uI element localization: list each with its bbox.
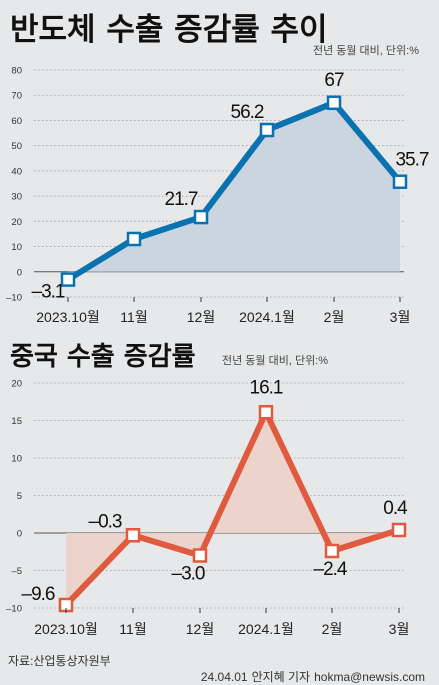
chart2-data-label: –2.4 — [314, 559, 348, 580]
chart1-plot: –10 0 10 20 30 40 50 60 70 80 –3.1 21.7 56.2 67 35.7 20… — [6, 66, 430, 326]
chart2-y-tick-label: 10 — [11, 454, 22, 465]
chart1-x-tick-label: 2023.10월 — [36, 309, 100, 325]
chart1-data-label: 67 — [324, 70, 344, 91]
chart1-data-label: 21.7 — [165, 189, 198, 210]
chart2-data-label: 0.4 — [383, 498, 408, 519]
chart1-series-line — [66, 99, 403, 283]
chart1-y-tick-label: 10 — [11, 242, 22, 253]
credit-author: 안지혜 기자 — [251, 670, 311, 684]
chart1-y-tick-label: 40 — [11, 166, 22, 177]
chart1-y-tick-label: 20 — [11, 217, 22, 228]
chart2-data-label: –3.0 — [172, 564, 205, 585]
chart1-title: 반도체 수출 증감률 추이 — [10, 12, 328, 48]
chart2-y-tick-label: –5 — [11, 566, 22, 577]
chart1-x-tick-label: 11월 — [120, 309, 147, 325]
source-note: 자료:산업통상자원부 — [8, 654, 111, 668]
chart2-y-tick-label: 20 — [11, 379, 22, 390]
chart2-data-label: –9.6 — [22, 584, 55, 605]
chart2-series-line — [63, 405, 400, 608]
chart2-x-tick-label: 11월 — [119, 621, 146, 637]
chart2-x-tick-label: 2023.10월 — [34, 621, 98, 637]
chart1-x-tick-label: 3월 — [390, 309, 411, 325]
chart1-y-tick-label: –10 — [6, 293, 22, 304]
chart1-point-marker — [326, 95, 342, 111]
chart1-point-marker — [193, 209, 209, 225]
chart2-data-label: 16.1 — [250, 377, 283, 398]
chart2-data-label: –0.3 — [89, 511, 122, 532]
chart2-y-tick-label: 5 — [17, 491, 22, 502]
chart1-point-marker — [392, 174, 408, 189]
chart2-title: 중국 수출 증감률 — [10, 342, 196, 372]
chart2-point-marker — [125, 528, 141, 543]
chart2-x-tick-label: 3월 — [389, 621, 410, 637]
chart2-x-tick-label: 12월 — [186, 621, 214, 637]
chart1-y-tick-label: 0 — [17, 267, 22, 278]
chart2-y-tick-label: 15 — [11, 416, 22, 427]
chart1-y-tick-label: 30 — [11, 192, 22, 203]
chart1-x-tick-label: 12월 — [187, 309, 215, 325]
chart1-point-marker — [126, 231, 142, 247]
chart1-y-tick-label: 50 — [11, 141, 22, 152]
chart1-point-marker — [259, 122, 275, 138]
chart1-x-tick-label: 2024.1월 — [239, 309, 295, 325]
chart1-data-label: –3.1 — [32, 282, 65, 303]
chart2-x-tick-label: 2월 — [322, 621, 343, 637]
chart1-point-marker — [60, 272, 76, 287]
chart1-x-tick-label: 2월 — [324, 309, 345, 325]
chart2-subtitle: 전년 동월 대비, 단위:% — [222, 355, 329, 367]
chart1-data-label: 56.2 — [231, 102, 264, 123]
credit-line: 24.04.01 안지혜 기자 hokma@newsis.com — [197, 668, 425, 685]
chart1-y-tick-label: 80 — [11, 66, 22, 77]
chart2-plot: –10 –5 0 5 10 15 20 –9.6 –0.3 –3.0 16.1 –2.4 0.4 2023… — [6, 377, 410, 637]
chart2-point-marker — [258, 405, 274, 420]
chart2-point-marker — [192, 548, 208, 563]
chart2-point-marker — [391, 522, 407, 538]
chart1-y-tick-label: 60 — [11, 116, 22, 127]
chart2-y-tick-label: 0 — [17, 529, 22, 540]
chart1-subtitle: 전년 동월 대비, 단위:% — [312, 45, 419, 57]
chart2-area — [66, 412, 399, 605]
chart1-y-tick-label: 70 — [11, 91, 22, 102]
credit-email: hokma@newsis.com — [314, 670, 425, 684]
chart2-x-tick-label: 2024.1월 — [238, 621, 294, 637]
credit-date: 24.04.01 — [200, 670, 248, 684]
chart2-point-marker — [324, 543, 340, 559]
chart2-y-tick-label: –10 — [6, 604, 22, 615]
chart1-data-label: 35.7 — [396, 150, 429, 171]
